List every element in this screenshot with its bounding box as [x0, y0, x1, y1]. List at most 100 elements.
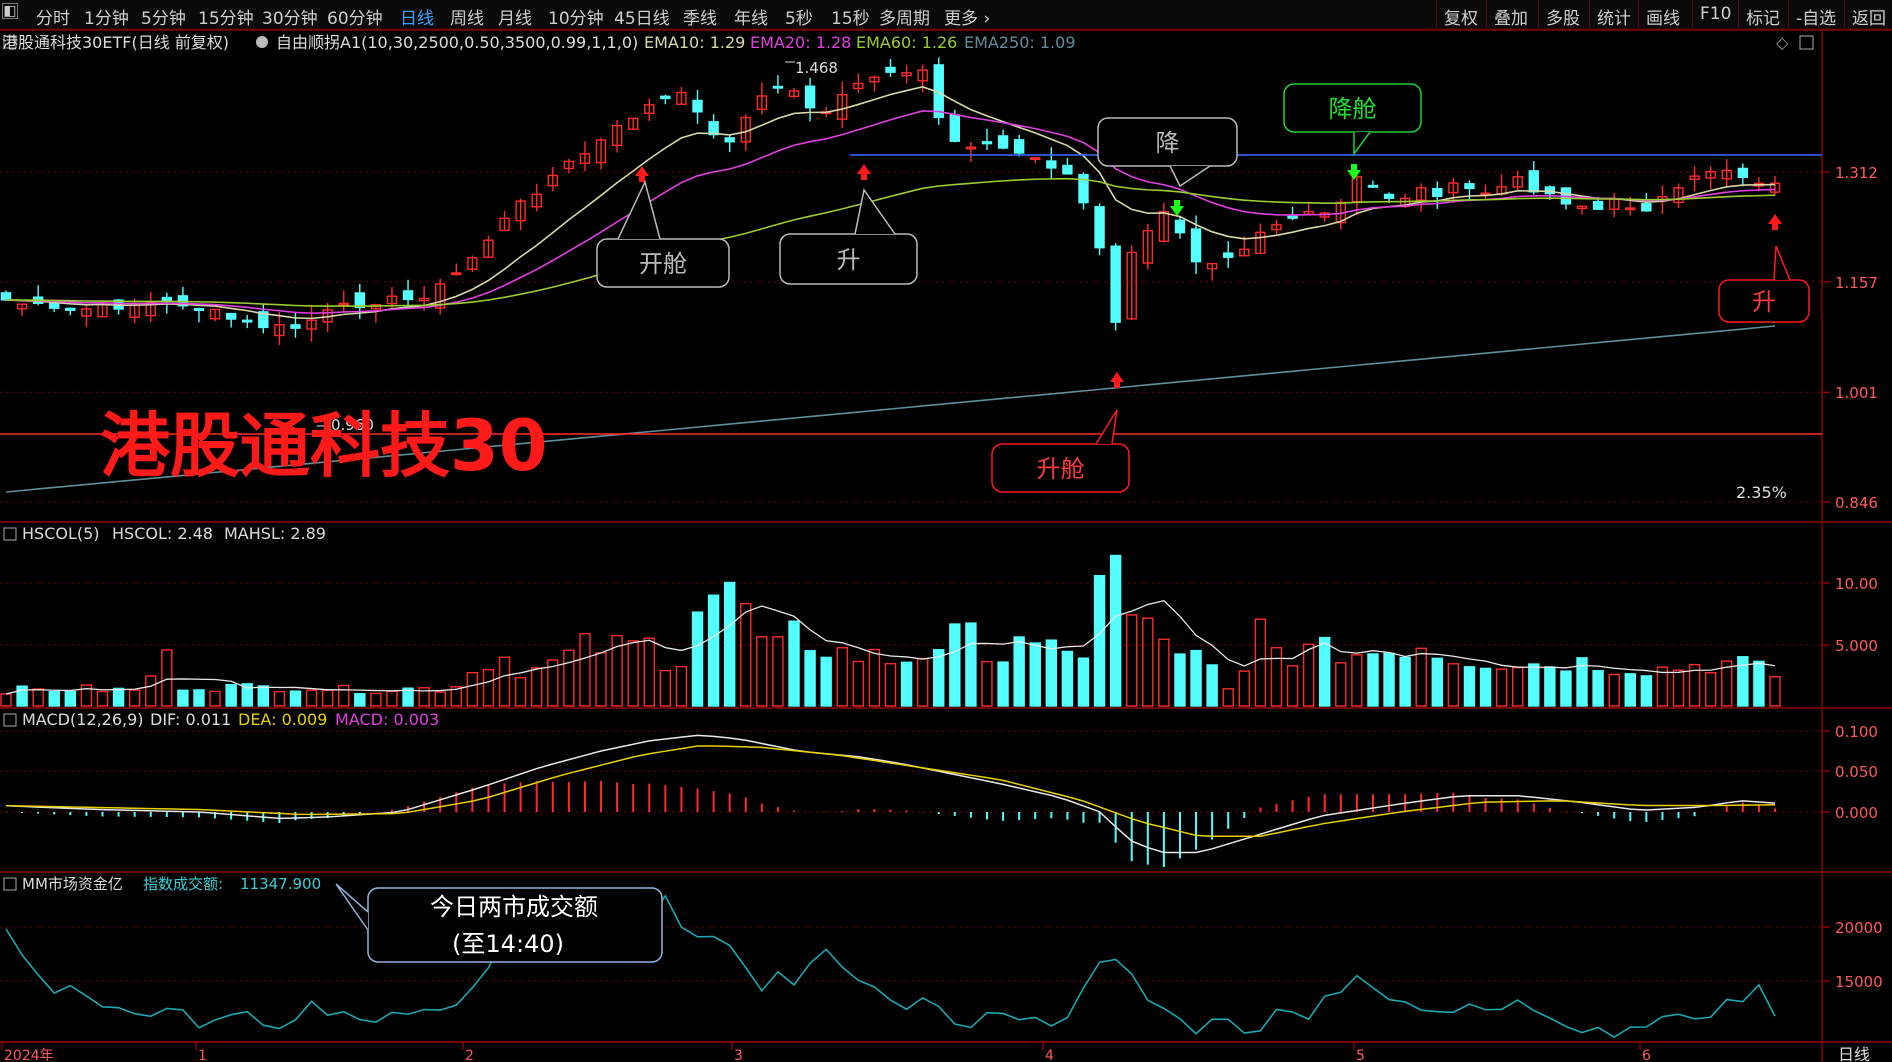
volume-bar	[482, 668, 495, 707]
candle-body	[1673, 187, 1684, 204]
candle-body	[547, 174, 558, 187]
price-tick-label: 1.312	[1835, 164, 1878, 182]
panel-toggle-icon[interactable]: ◧	[2, 3, 18, 19]
period-tab-7[interactable]: 周线	[450, 9, 484, 29]
callout-kaicang-text: 开舱	[639, 250, 687, 278]
callout-sheng-2: 升	[1718, 245, 1810, 323]
toolbar-button-7[interactable]: -自选	[1796, 9, 1837, 29]
vol-hscol: HSCOL: 2.48	[112, 524, 213, 543]
candle-body	[837, 93, 848, 120]
volume-bar	[128, 689, 141, 707]
volume-bar	[1238, 670, 1251, 707]
callout-jiang: 降	[1097, 117, 1238, 188]
ema-legend-2: EMA60: 1.26	[856, 33, 957, 52]
candle-body	[1239, 248, 1250, 257]
toolbar-button-3[interactable]: 统计	[1597, 9, 1631, 29]
callout-kaicang-tail	[617, 179, 661, 240]
toolbar-separator	[1486, 0, 1487, 28]
candles	[0, 57, 1781, 345]
callout-jiangcang: 降舱	[1283, 83, 1422, 157]
macd-value: MACD: 0.003	[335, 710, 439, 729]
volume-bar	[1206, 664, 1218, 707]
volume-bar	[145, 675, 157, 707]
candle-body	[1030, 157, 1041, 161]
period-tab-4[interactable]: 30分钟	[262, 9, 318, 29]
candle-body	[1062, 164, 1073, 175]
volume-bar	[1093, 574, 1106, 707]
volume-bar	[788, 620, 800, 707]
volume-bar	[1688, 663, 1701, 707]
toolbar-button-8[interactable]: 返回	[1852, 9, 1886, 29]
buy-arrow-4	[1768, 214, 1782, 230]
toolbar-button-0[interactable]: 复权	[1444, 9, 1478, 29]
x-axis-label: 5	[1356, 1048, 1365, 1062]
period-tab-0[interactable]: 分时	[36, 9, 70, 29]
candle-body	[161, 296, 173, 302]
toolbar-button-6[interactable]: 标记	[1746, 9, 1780, 29]
period-tab-8[interactable]: 月线	[498, 9, 532, 29]
candle-body	[804, 85, 816, 109]
buy-arrow-2	[857, 164, 871, 180]
period-tab-9[interactable]: 10分钟	[548, 9, 604, 29]
period-tab-15[interactable]: 多周期	[879, 9, 930, 29]
period-tab-1[interactable]: 1分钟	[84, 9, 129, 29]
volume-bar	[450, 686, 462, 707]
period-tab-5[interactable]: 60分钟	[327, 9, 383, 29]
buy-arrow-3	[1110, 372, 1124, 388]
callout-sheng-2-box	[1718, 279, 1810, 323]
period-tab-6[interactable]: 日线	[400, 9, 434, 29]
candle-body	[1737, 167, 1749, 179]
candle-body	[225, 312, 237, 320]
dif-line	[5, 734, 1776, 854]
volume-bar	[0, 693, 12, 707]
ema-legend-0: EMA10: 1.29	[644, 33, 745, 52]
volume-bar	[48, 691, 60, 707]
toolbar-separator	[1436, 0, 1437, 28]
candle-body	[885, 66, 896, 73]
candle-body	[1190, 228, 1202, 263]
toolbar: ◧ 分时 1分钟 5分钟 15分钟 30分钟 60分钟 日线 周线 月线 10分钟 45日线 季线 年线…	[0, 0, 1892, 29]
period-tab-11[interactable]: 季线	[683, 9, 717, 29]
volume-bar	[466, 672, 479, 707]
volume-bar	[1704, 672, 1717, 707]
callout-sheng-2-tail	[1773, 245, 1791, 281]
period-tab-12[interactable]: 年线	[734, 9, 768, 29]
diamond-icon: ◇	[1776, 33, 1789, 52]
candle-body	[16, 303, 28, 310]
candle-body	[451, 272, 462, 276]
period-tab-3[interactable]: 15分钟	[198, 9, 254, 29]
buy-arrow-1	[635, 166, 649, 182]
period-tab-14[interactable]: 15秒	[831, 9, 870, 29]
volume-bar	[595, 652, 607, 707]
toolbar-button-4[interactable]: 画线	[1646, 9, 1680, 29]
toolbar-button-5[interactable]: F10	[1700, 4, 1732, 24]
fund-line	[5, 894, 1776, 1038]
callout-jiang-text: 降	[1156, 129, 1180, 157]
watermark-title: 港股通科技30	[100, 405, 547, 487]
volume-bar	[112, 687, 125, 707]
x-axis-label: 4	[1045, 1048, 1054, 1062]
toolbar-button-2[interactable]: 多股	[1546, 9, 1580, 29]
candle-body	[1094, 206, 1105, 249]
candle-body	[193, 308, 205, 311]
candle-body	[1383, 193, 1395, 199]
candle-body	[306, 319, 317, 330]
period-tab-10[interactable]: 45日线	[614, 9, 670, 29]
candle-body	[1769, 182, 1781, 193]
candle-body	[402, 290, 414, 301]
volume-bar	[740, 602, 752, 707]
volume-bar	[1029, 642, 1041, 707]
candle-body	[1415, 187, 1427, 201]
period-tab-2[interactable]: 5分钟	[141, 9, 186, 29]
candle-body	[1448, 182, 1459, 194]
period-tab-16[interactable]: 更多 ›	[944, 9, 991, 29]
volume-bar	[209, 690, 221, 707]
period-tab-13[interactable]: 5秒	[785, 9, 813, 29]
volume-bar	[1286, 665, 1299, 707]
toolbar-button-1[interactable]: 叠加	[1494, 9, 1528, 29]
volume-bar	[1158, 638, 1170, 707]
volume-bar	[434, 691, 446, 707]
candle-body	[1206, 262, 1218, 270]
panel-menu-icon	[3, 713, 17, 727]
candle-body	[49, 302, 60, 309]
